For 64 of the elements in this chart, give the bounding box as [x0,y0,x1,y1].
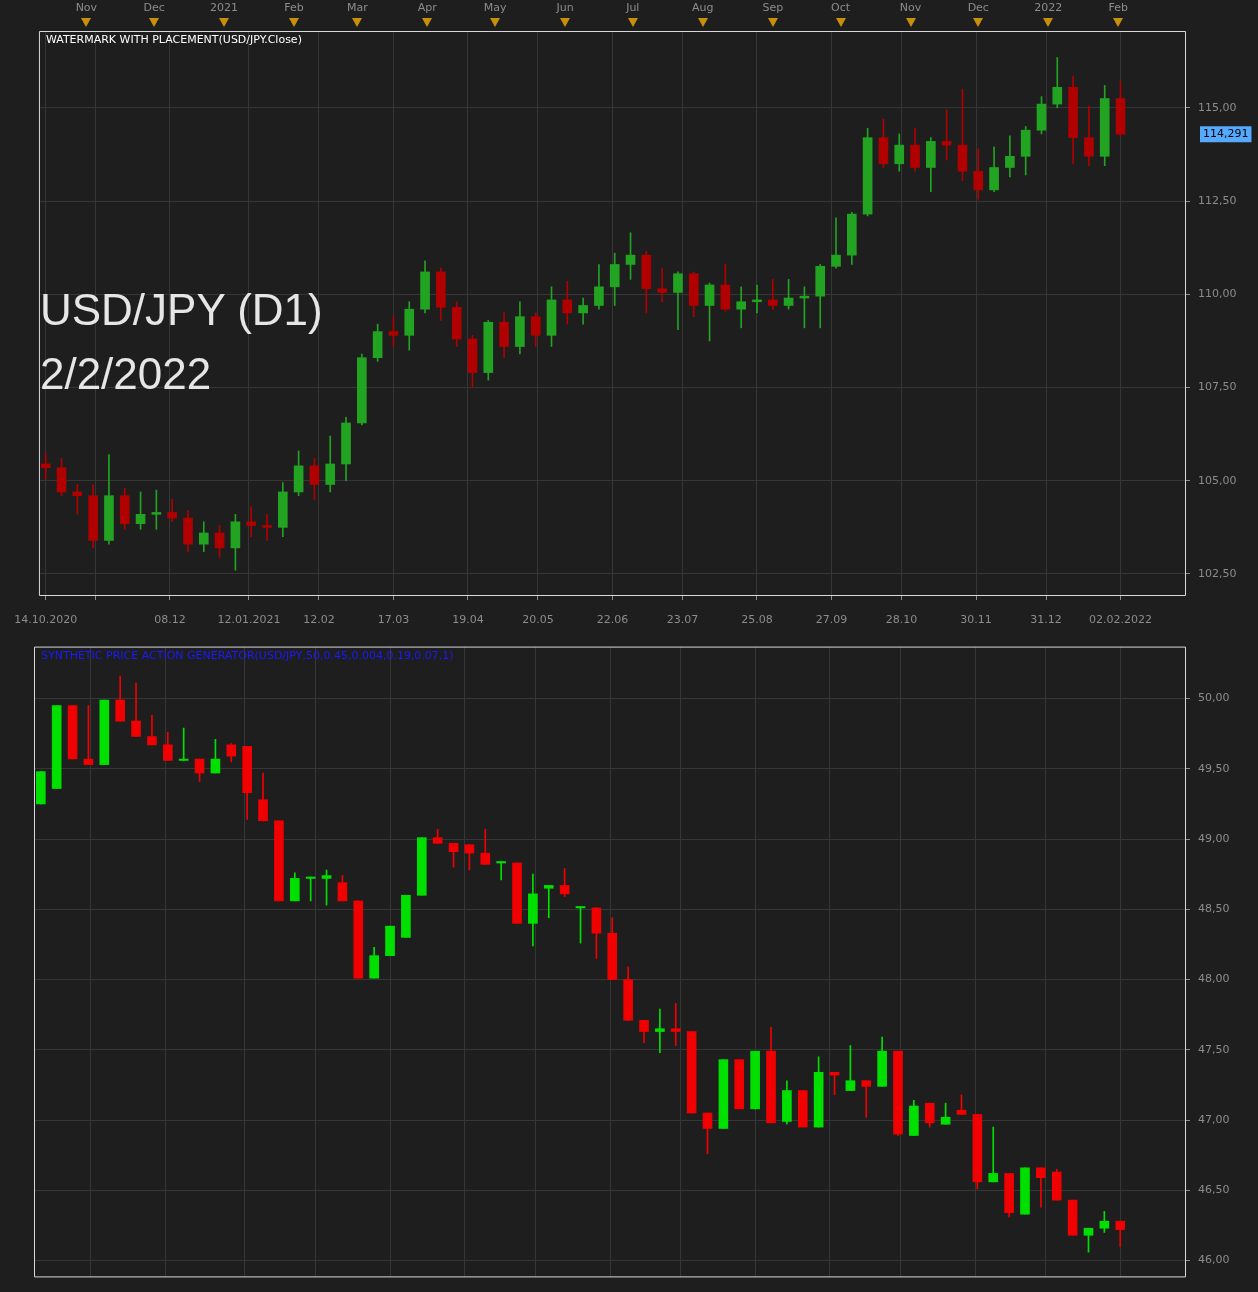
y-tick-label: 50,00 [1198,691,1230,705]
x-tick-label: 31.12 [1030,613,1062,627]
candlestick [831,217,841,269]
y-tick-label: 48,00 [1198,972,1230,986]
x-tick-label: 12.02 [303,613,335,627]
x2-tick-label: 2021 [210,1,239,15]
y-tick-label: 46,00 [1198,1253,1230,1267]
y-tick-label: 105,00 [1198,473,1237,487]
x-tick-label: 02.02.2022 [1089,613,1153,627]
candlestick [767,279,778,310]
candlestick [655,1008,665,1053]
candlestick [861,1080,872,1118]
annotation: USD/JPY (D1) [39,284,323,334]
x2-tick-label: Feb [284,1,304,15]
x2-tick-label: Nov [75,1,98,15]
x-tick-label: 22.06 [596,613,629,627]
x2-tick-label: 2022 [1034,1,1063,15]
candlestick [657,267,667,303]
x2-tick-label: Nov [899,1,922,15]
x-tick-label: 19.04 [452,613,484,627]
y-tick-label: 47,50 [1198,1042,1230,1056]
x-tick-label: 28.10 [885,613,918,627]
x2-tick-label: Dec [967,1,989,15]
x-tick-label: 17.03 [377,613,410,627]
y-tick-label: 47,00 [1198,1112,1230,1126]
y-tick-label: 115,00 [1198,100,1237,114]
candlestick [988,1126,999,1183]
candlestick [736,286,747,329]
y-tick-label: 107,50 [1198,380,1237,394]
y-tick-label: 49,00 [1198,831,1230,845]
x2-tick-label: Jul [625,1,640,15]
x2-tick-label: Sep [762,1,784,15]
x2-tick-label: May [483,1,507,15]
x-tick-label: 27.09 [815,613,848,627]
y-tick-label: 112,50 [1198,193,1237,207]
candlestick [496,861,506,881]
y-tick-label: 102,50 [1198,566,1237,580]
y-tick-label: 110,00 [1198,287,1237,301]
x-tick-label: 25.08 [741,613,773,627]
x2-tick-label: Apr [417,1,438,15]
x2-tick-label: Feb [1108,1,1129,15]
candlestick [246,506,257,538]
x-tick-label: 08.12 [154,613,186,627]
x2-tick-label: Aug [692,1,714,15]
y-tick-label: 49,50 [1198,761,1230,775]
candlestick [670,1003,681,1046]
x-tick-label: 12.01.2021 [217,613,281,627]
annotation: 2/2/2022 [39,348,212,398]
x2-tick-label: Jun [555,1,574,15]
x2-tick-label: Mar [346,1,369,15]
candlestick [543,885,554,919]
chart-title: SYNTHETIC PRICE ACTION GENERATOR(USD/JPY,50,0.45,0.004,0.19,0.07,1) [41,648,454,662]
x2-tick-label: Dec [143,1,165,15]
x2-tick-label: Oct [831,1,851,15]
candlestick [262,514,272,541]
y-tick-label: 46,50 [1198,1183,1230,1197]
x-tick-label: 30.11 [960,613,992,627]
x-tick-label: 23.07 [666,613,699,627]
y-tick-label: 48,50 [1198,902,1230,916]
chart-title: WATERMARK WITH PLACEMENT(USD/JPY.Close) [45,33,302,47]
x-tick-label: 20.05 [522,613,554,627]
candlestick [40,452,51,480]
x-tick-label: 14.10.2020 [14,613,78,627]
text: 114,291 [1203,127,1249,141]
